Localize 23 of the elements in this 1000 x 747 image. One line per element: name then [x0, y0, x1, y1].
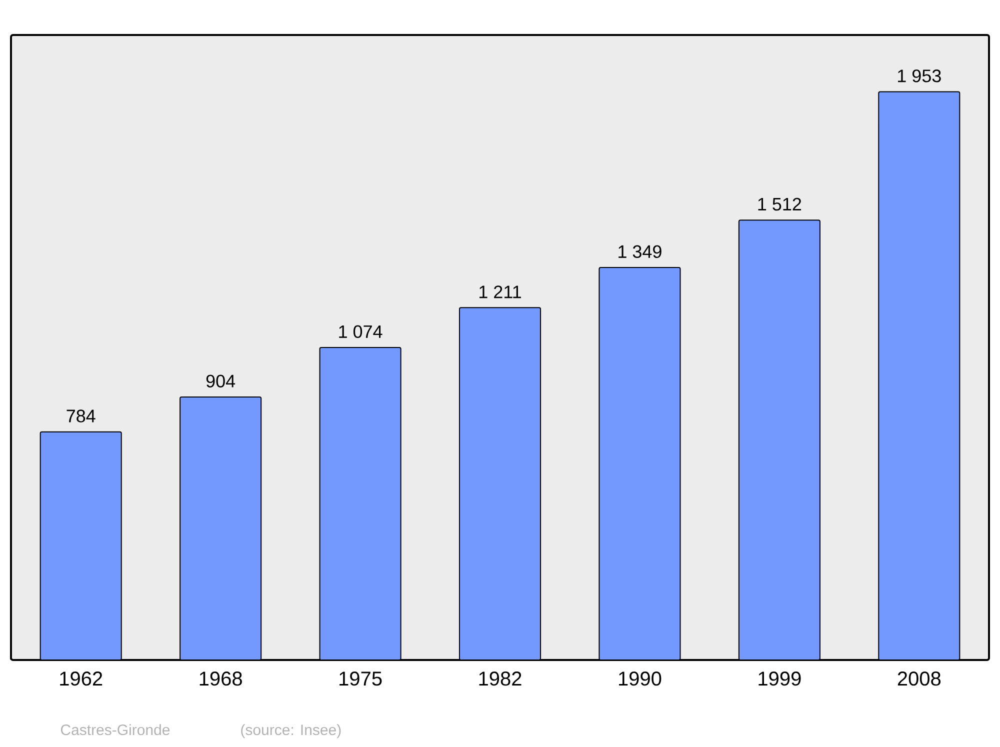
x-tick-label: 1999 [758, 672, 801, 686]
bar [738, 220, 820, 660]
data-label: 1 349 [618, 245, 662, 258]
x-tick-label: 2008 [898, 672, 941, 686]
data-label: 904 [206, 374, 236, 388]
data-label: 784 [66, 410, 96, 422]
data-label: 1 211 [480, 286, 521, 298]
x-tick-label: 1990 [619, 672, 662, 686]
bar [458, 307, 542, 660]
bar [40, 431, 122, 660]
x-tick-label: 1975 [340, 672, 382, 686]
data-label: 1 953 [898, 70, 941, 82]
text: Castres-Gironde [60, 724, 170, 736]
data-label: 1 512 [758, 198, 802, 211]
bar [180, 396, 262, 660]
x-tick-label: 1968 [200, 672, 242, 686]
bar [598, 267, 681, 660]
text: (source: Insee) [241, 724, 341, 738]
data-label: 1 074 [339, 325, 382, 338]
x-tick-label: 1982 [479, 672, 522, 686]
bar [878, 91, 960, 660]
x-tick-label: 1962 [60, 672, 102, 686]
bar [319, 347, 402, 660]
